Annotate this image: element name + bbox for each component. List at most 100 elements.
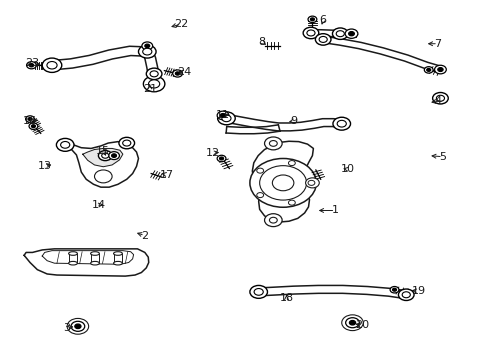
Circle shape	[307, 30, 315, 36]
Circle shape	[336, 31, 344, 37]
Circle shape	[270, 217, 277, 223]
Polygon shape	[311, 30, 341, 37]
Circle shape	[217, 155, 226, 162]
Circle shape	[272, 175, 294, 191]
Text: 3: 3	[63, 323, 70, 333]
Circle shape	[147, 68, 162, 80]
Polygon shape	[226, 125, 280, 134]
Circle shape	[392, 288, 396, 291]
Text: 19: 19	[412, 286, 425, 296]
Circle shape	[303, 27, 319, 39]
Circle shape	[172, 70, 182, 77]
Ellipse shape	[114, 261, 122, 265]
Circle shape	[98, 150, 112, 161]
Circle shape	[289, 200, 295, 205]
Circle shape	[109, 152, 120, 159]
Polygon shape	[51, 46, 147, 70]
Circle shape	[75, 324, 81, 329]
Circle shape	[250, 285, 268, 298]
Text: 18: 18	[279, 293, 294, 303]
Circle shape	[308, 16, 317, 23]
Circle shape	[218, 112, 235, 125]
Circle shape	[144, 76, 165, 92]
Text: 14: 14	[91, 200, 105, 210]
Ellipse shape	[91, 252, 99, 255]
Circle shape	[265, 137, 282, 150]
Circle shape	[345, 29, 358, 39]
Circle shape	[220, 157, 223, 160]
Circle shape	[31, 125, 35, 128]
Circle shape	[150, 71, 158, 77]
Circle shape	[333, 117, 350, 130]
Circle shape	[390, 287, 399, 293]
Polygon shape	[252, 141, 314, 222]
Circle shape	[61, 141, 70, 148]
Circle shape	[102, 153, 109, 158]
Circle shape	[265, 214, 282, 226]
Polygon shape	[225, 114, 343, 131]
Circle shape	[42, 58, 62, 72]
Text: 15: 15	[97, 146, 110, 156]
Ellipse shape	[91, 261, 99, 265]
Circle shape	[349, 32, 354, 36]
Circle shape	[337, 120, 346, 127]
Circle shape	[306, 178, 319, 188]
Text: 21: 21	[143, 84, 157, 94]
Circle shape	[260, 166, 307, 200]
Circle shape	[345, 318, 359, 328]
Circle shape	[145, 44, 150, 48]
Circle shape	[257, 168, 264, 173]
Polygon shape	[24, 249, 149, 276]
Circle shape	[220, 113, 226, 117]
Text: 22: 22	[174, 19, 189, 29]
Circle shape	[433, 93, 448, 104]
Text: 8: 8	[259, 37, 266, 47]
Circle shape	[349, 320, 356, 325]
Polygon shape	[62, 141, 139, 187]
Circle shape	[289, 161, 295, 166]
Circle shape	[122, 140, 131, 146]
Circle shape	[254, 288, 263, 295]
Circle shape	[119, 137, 135, 149]
Text: 9: 9	[290, 116, 297, 126]
Text: 23: 23	[25, 58, 40, 68]
Circle shape	[143, 48, 152, 55]
Text: 12: 12	[206, 148, 220, 158]
Circle shape	[56, 138, 74, 151]
Text: 6: 6	[319, 15, 327, 26]
Polygon shape	[322, 36, 442, 73]
Circle shape	[435, 65, 446, 74]
Ellipse shape	[69, 261, 77, 265]
Circle shape	[95, 170, 112, 183]
Text: 7: 7	[435, 39, 441, 49]
Text: 20: 20	[355, 320, 369, 330]
Circle shape	[398, 289, 414, 301]
Circle shape	[139, 45, 156, 58]
Circle shape	[71, 321, 85, 331]
Circle shape	[47, 62, 57, 69]
Circle shape	[217, 111, 229, 120]
Circle shape	[342, 315, 363, 330]
Circle shape	[332, 28, 348, 40]
Circle shape	[222, 115, 231, 122]
Circle shape	[319, 36, 327, 42]
Circle shape	[316, 34, 331, 45]
Text: 1: 1	[332, 206, 339, 216]
Polygon shape	[142, 50, 159, 84]
Circle shape	[29, 64, 34, 67]
Text: 16: 16	[23, 116, 37, 126]
Polygon shape	[258, 285, 407, 299]
Ellipse shape	[114, 252, 122, 255]
Circle shape	[29, 123, 38, 130]
Circle shape	[270, 140, 277, 146]
Circle shape	[67, 319, 89, 334]
Text: 17: 17	[160, 170, 174, 180]
Circle shape	[26, 62, 36, 69]
Ellipse shape	[69, 252, 77, 255]
Circle shape	[308, 180, 315, 185]
Text: 24: 24	[177, 67, 191, 77]
Text: 10: 10	[341, 164, 355, 174]
Text: 2: 2	[141, 231, 148, 240]
Text: 4: 4	[435, 96, 441, 106]
Circle shape	[438, 68, 443, 72]
